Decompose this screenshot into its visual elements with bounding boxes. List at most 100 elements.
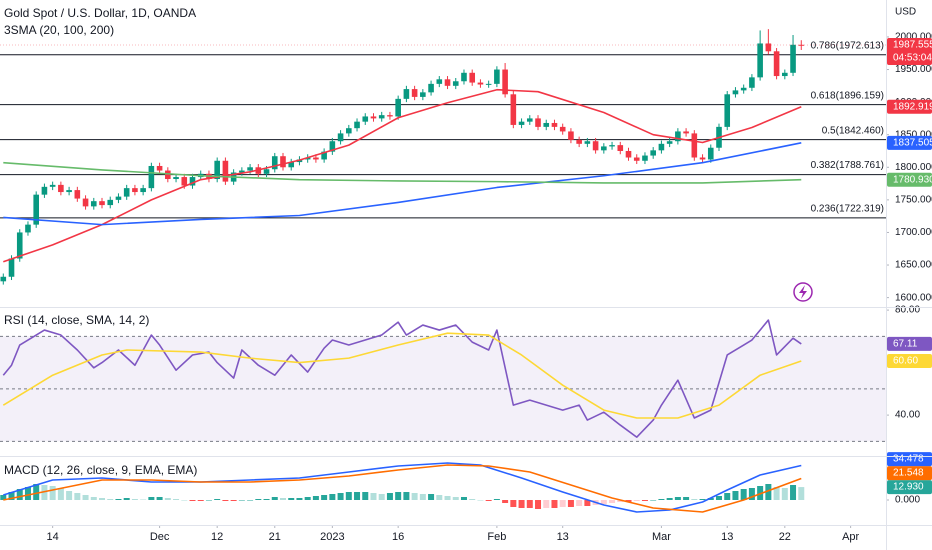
histogram-bar <box>57 488 64 500</box>
candle-body <box>99 201 105 206</box>
price-badge <box>887 480 932 495</box>
currency-label: USD <box>895 7 916 18</box>
price-badge-label: 1837.505 <box>893 137 932 148</box>
histogram-bar <box>82 495 89 500</box>
candle-body <box>469 72 476 83</box>
alert-icon[interactable] <box>793 282 813 302</box>
candle-body <box>263 169 270 174</box>
histogram-bar <box>148 497 155 500</box>
histogram-bar <box>716 496 723 500</box>
candle-body <box>707 147 714 160</box>
candle-body <box>378 115 385 119</box>
candle-body <box>683 131 689 134</box>
histogram-bar <box>247 500 254 501</box>
histogram-bar <box>181 500 188 501</box>
histogram-bar <box>90 497 97 500</box>
histogram-bar <box>543 500 550 508</box>
histogram-bar <box>567 500 574 507</box>
histogram-bar <box>510 500 517 507</box>
candle-body <box>609 145 615 147</box>
histogram-bar <box>24 487 31 500</box>
candle-body <box>452 81 459 86</box>
candle-body <box>790 44 796 73</box>
histogram-bar <box>502 500 509 503</box>
histogram-bar <box>633 500 640 501</box>
histogram-bar <box>304 497 311 500</box>
histogram-bar <box>329 494 336 500</box>
candle-body <box>732 90 739 95</box>
candle-body <box>551 122 558 127</box>
histogram-bar <box>691 499 698 500</box>
plot-layer: 0.786(1972.613) 0.618(1896.159) 0.5(1842.4… <box>0 29 932 543</box>
histogram-bar <box>460 497 467 500</box>
candle-body <box>304 157 311 160</box>
x-tick-label: Mar <box>652 531 671 543</box>
histogram-bar <box>576 500 583 506</box>
candle-body <box>346 128 352 134</box>
candle-body <box>8 258 15 277</box>
candle-body <box>66 190 72 193</box>
candle-body <box>568 131 574 140</box>
price-badge-label: 1780.930 <box>893 174 932 185</box>
price-badge-label: 1987.555 <box>893 40 932 51</box>
histogram-bar <box>214 499 221 500</box>
y-tick-label: 0.000 <box>895 495 920 506</box>
candle-body <box>765 43 772 52</box>
candle-body <box>436 79 443 84</box>
candle-body <box>58 184 64 193</box>
candle-body <box>82 198 89 207</box>
y-tick-label: 1950.000 <box>895 64 932 75</box>
candle-body <box>222 160 229 182</box>
candle-body <box>354 121 360 129</box>
indicator-line <box>3 464 802 513</box>
candle-body <box>189 177 196 186</box>
histogram-bar <box>312 496 319 500</box>
candle-body <box>90 201 97 207</box>
histogram-bar <box>263 499 270 500</box>
candle-body <box>724 94 731 127</box>
candle-body <box>280 156 286 168</box>
y-tick-label: 1750.000 <box>895 195 932 206</box>
candle-body <box>173 177 179 180</box>
histogram-bar <box>658 499 665 500</box>
alert-icon-bolt[interactable] <box>799 285 807 299</box>
x-tick-label: 14 <box>47 531 59 543</box>
histogram-bar <box>271 497 278 500</box>
histogram-bar <box>798 487 805 500</box>
histogram-bar <box>123 498 130 500</box>
histogram-bar <box>99 498 106 500</box>
candle-body <box>502 69 508 95</box>
price-badge <box>887 466 932 481</box>
histogram-bar <box>370 493 377 500</box>
candle-body <box>477 82 484 85</box>
histogram-bar <box>650 500 657 501</box>
histogram-bar <box>173 499 180 500</box>
chart-title: Gold Spot / U.S. Dollar, 1D, OANDA <box>4 6 196 20</box>
candle-body <box>576 139 582 144</box>
candle-body <box>115 196 122 200</box>
y-tick-label: 1700.000 <box>895 227 932 238</box>
histogram-bar <box>674 497 681 500</box>
histogram-bar <box>526 500 533 508</box>
histogram-bar <box>296 498 303 500</box>
price-badge-label: 34.478 <box>893 454 924 465</box>
candle-body <box>420 92 426 97</box>
histogram-bar <box>518 500 525 508</box>
histogram-bar <box>773 487 780 500</box>
histogram-bar <box>600 500 607 504</box>
indicator-line <box>2 332 802 419</box>
candle-body <box>16 232 23 259</box>
histogram-bar <box>378 494 385 500</box>
countdown-label: 04:53:04 <box>893 53 932 64</box>
y-tick-label: 80.00 <box>895 305 920 316</box>
candle-body <box>757 43 763 78</box>
candle-body <box>559 126 566 132</box>
histogram-bar <box>321 495 328 500</box>
histogram-bar <box>205 500 212 501</box>
candle-body <box>428 83 434 93</box>
candle-body <box>329 141 336 152</box>
candle-body <box>633 157 640 161</box>
candle-body <box>642 155 648 161</box>
histogram-bar <box>362 492 369 500</box>
